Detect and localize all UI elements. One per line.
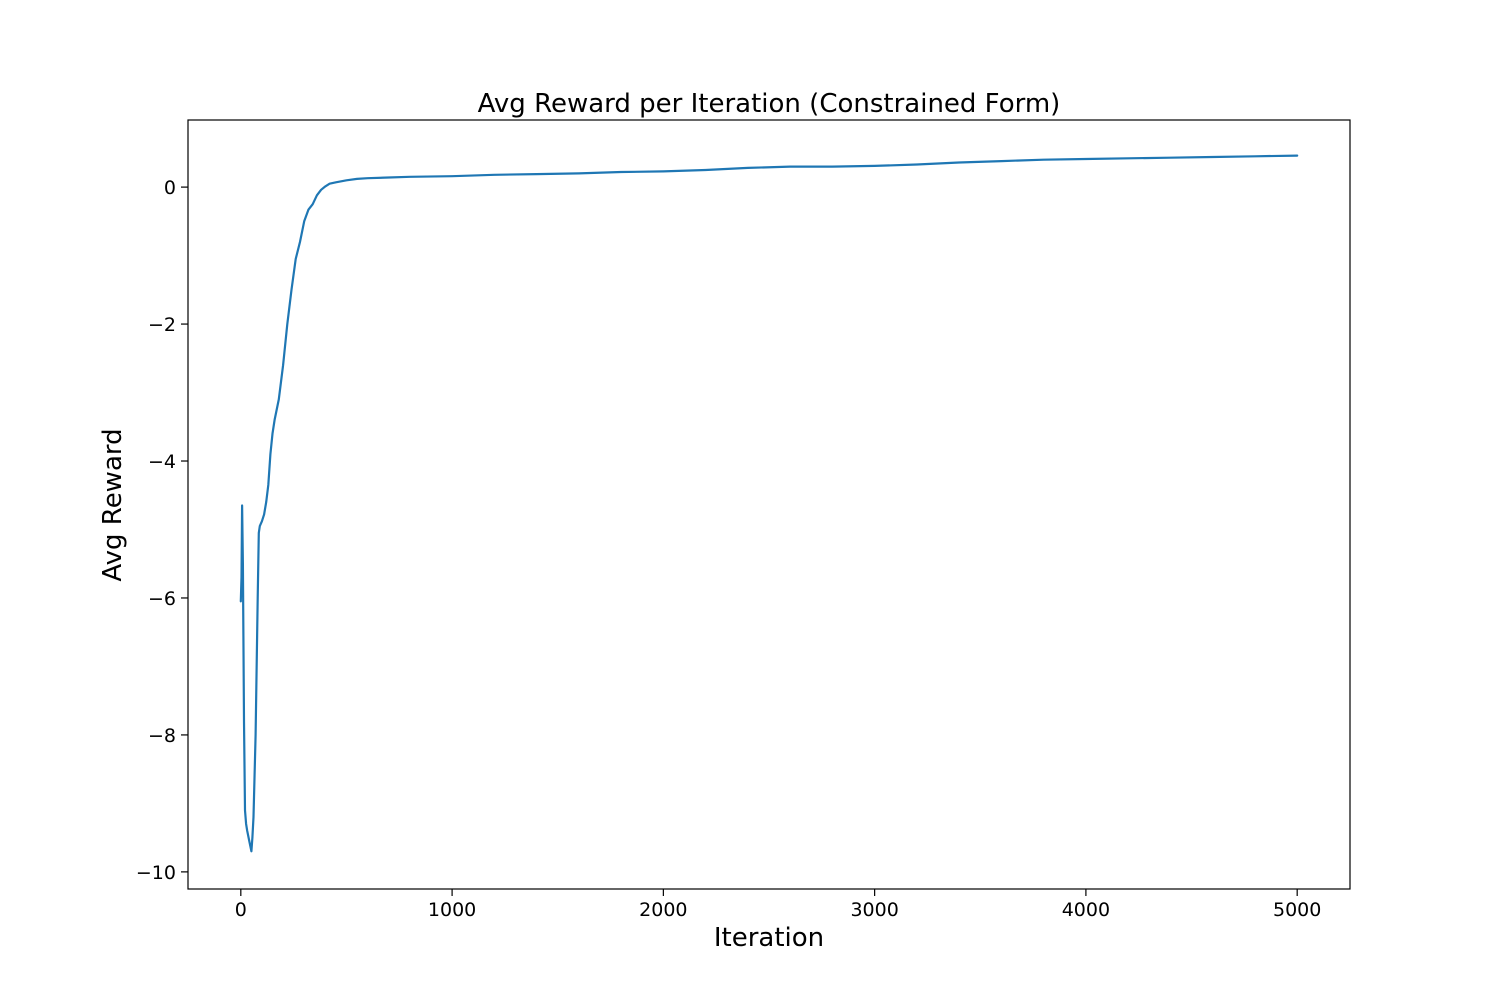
x-tick-label: 0 (235, 899, 247, 921)
x-tick-label: 2000 (639, 899, 687, 921)
x-tick-label: 4000 (1062, 899, 1110, 921)
x-tick-label: 3000 (850, 899, 898, 921)
y-tick-label: −8 (148, 725, 176, 747)
series-line (239, 154, 1299, 853)
plot-frame (187, 119, 1351, 890)
x-tick-label: 5000 (1273, 899, 1321, 921)
plot-area: 0 1000 2000 3000 4000 5000 0 −2 −4 −6 −8 −10 (136, 119, 1351, 921)
y-tick-label: −4 (148, 451, 176, 473)
y-tick-label: 0 (164, 177, 176, 199)
x-tick-label: 1000 (428, 899, 476, 921)
series-layer (239, 154, 1299, 853)
y-axis: 0 −2 −4 −6 −8 −10 (136, 177, 188, 884)
chart-title: Avg Reward per Iteration (Constrained Fo… (478, 89, 1061, 119)
y-tick-label: −10 (136, 862, 176, 884)
y-axis-label: Avg Reward (98, 428, 128, 581)
y-tick-label: −6 (148, 588, 176, 610)
x-axis-label: Iteration (714, 923, 824, 953)
y-tick-label: −2 (148, 314, 176, 336)
x-axis: 0 1000 2000 3000 4000 5000 (235, 889, 1321, 921)
